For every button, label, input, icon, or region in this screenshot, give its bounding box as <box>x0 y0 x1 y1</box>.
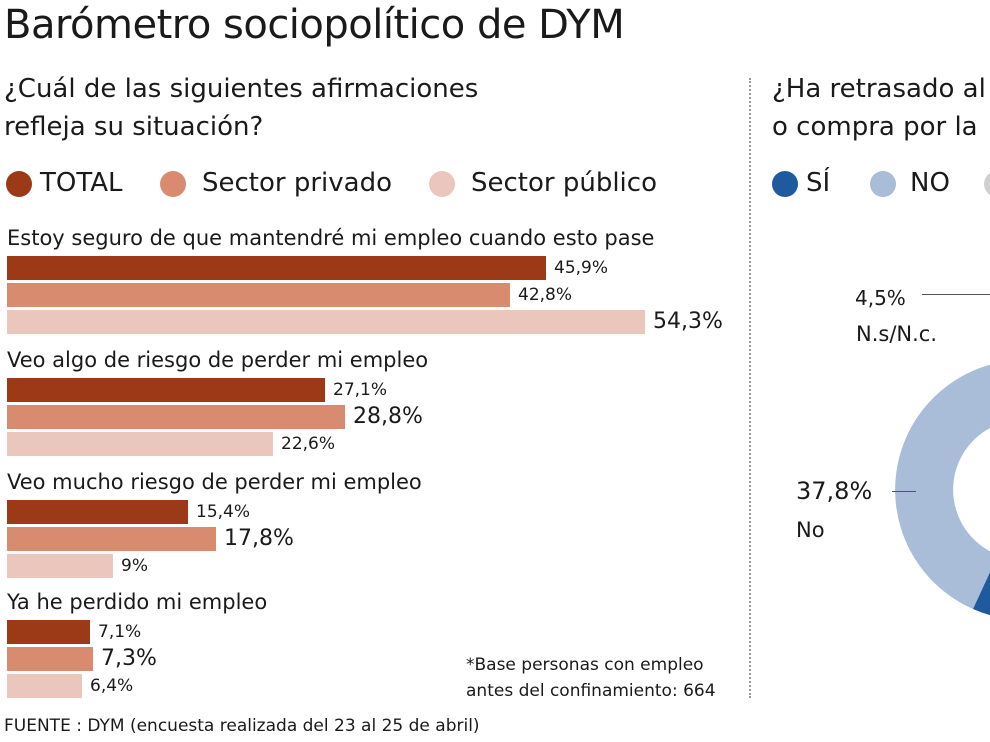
donut-label-nsnc-value: 4,5% <box>855 286 906 310</box>
bar-label-sector-publico-3: 9% <box>121 556 148 576</box>
bar-label-sector-publico-4: 6,4% <box>90 676 134 696</box>
leader-line-no <box>892 491 916 492</box>
bar-label-sector-publico-1: 54,3% <box>653 309 723 334</box>
bar-total-1 <box>7 256 546 280</box>
right-chart-title-line2: o compra por la <box>772 112 978 142</box>
donut-label-no-category: No <box>796 518 825 542</box>
bar-label-sector-privado-4: 7,3% <box>101 646 157 671</box>
category-label-4: Ya he perdido mi empleo <box>7 590 268 614</box>
bar-sector-privado-1 <box>7 283 510 307</box>
column-divider <box>749 78 751 698</box>
bar-sector-publico-2 <box>7 432 273 456</box>
category-label-3: Veo mucho riesgo de perder mi empleo <box>7 470 422 494</box>
donut-label-nsnc-category: N.s/N.c. <box>856 322 938 346</box>
donut-chart <box>895 364 990 616</box>
donut-slice-si <box>973 572 990 616</box>
footnote-line1: *Base personas con empleo <box>466 655 704 675</box>
legend-label-total: TOTAL <box>40 168 123 198</box>
bar-label-sector-privado-3: 17,8% <box>224 526 294 551</box>
legend-dot-partial <box>984 171 990 197</box>
leader-line-nsnc <box>922 294 990 295</box>
bar-label-total-1: 45,9% <box>554 258 609 278</box>
bar-sector-privado-2 <box>7 405 345 429</box>
legend-dot-sector-privado <box>160 171 186 197</box>
left-chart-title-line2: refleja su situación? <box>4 112 264 142</box>
legend-label-sector-publico: Sector público <box>471 168 657 198</box>
bar-label-total-4: 7,1% <box>98 622 142 642</box>
right-chart-title-line1: ¿Ha retrasado al <box>772 74 986 104</box>
legend-dot-no <box>870 171 896 197</box>
source-note: FUENTE : DYM (encuesta realizada del 23 … <box>4 716 480 736</box>
bar-label-total-3: 15,4% <box>196 502 251 522</box>
left-chart-title-line1: ¿Cuál de las siguientes afirmaciones <box>4 74 479 104</box>
legend-dot-sector-publico <box>429 171 455 197</box>
legend-label-no: NO <box>910 168 950 198</box>
category-label-2: Veo algo de riesgo de perder mi empleo <box>7 348 429 372</box>
main-title: Barómetro sociopolítico de DYM <box>4 2 625 48</box>
category-label-1: Estoy seguro de que mantendré mi empleo … <box>7 226 655 250</box>
bar-label-sector-publico-2: 22,6% <box>281 434 336 454</box>
bar-total-2 <box>7 378 325 402</box>
bar-label-sector-privado-2: 28,8% <box>353 404 423 429</box>
legend-dot-total <box>6 171 32 197</box>
donut-slice-no <box>895 364 990 609</box>
bar-sector-privado-3 <box>7 527 216 551</box>
bar-total-3 <box>7 500 188 524</box>
bar-total-4 <box>7 620 90 644</box>
donut-label-no-value: 37,8% <box>796 477 873 505</box>
bar-sector-publico-4 <box>7 674 82 698</box>
bar-sector-publico-3 <box>7 554 113 578</box>
footnote-line2: antes del confinamiento: 664 <box>466 681 716 701</box>
legend-label-si: SÍ <box>806 168 831 198</box>
bar-label-sector-privado-1: 42,8% <box>518 285 573 305</box>
bar-sector-publico-1 <box>7 310 645 334</box>
legend-label-sector-privado: Sector privado <box>202 168 392 198</box>
bar-label-total-2: 27,1% <box>333 380 388 400</box>
legend-dot-si <box>772 171 798 197</box>
bar-sector-privado-4 <box>7 647 93 671</box>
